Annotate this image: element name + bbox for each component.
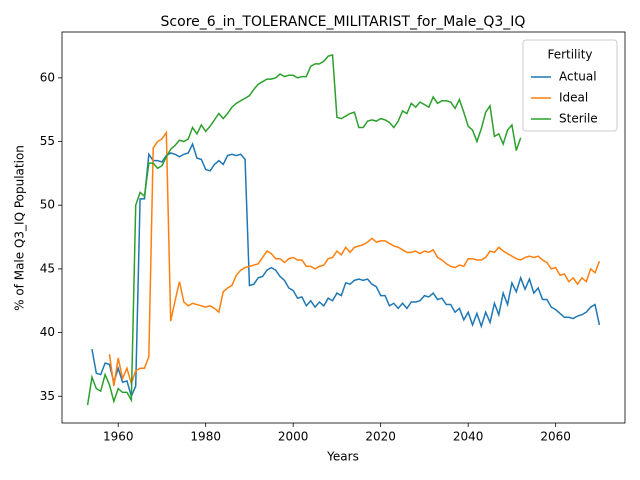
series-line [108,130,601,387]
x-tick-label: 1980 [190,430,221,444]
y-tick-label: 50 [40,198,55,212]
y-tick-label: 40 [40,325,55,339]
x-tick-label: 2040 [453,430,484,444]
y-tick-label: 55 [40,134,55,148]
y-tick-label: 35 [40,389,55,403]
x-axis-label: Years [326,450,359,464]
y-axis-label: % of Male Q3_IQ Population [13,145,27,311]
series-line [91,142,601,399]
y-tick-label: 45 [40,261,55,275]
legend-title: Fertility [547,48,592,62]
legend-label: Sterile [559,112,598,126]
plot-frame [61,31,626,424]
legend-label: Actual [559,70,597,84]
series-line [86,53,522,406]
legend-label: Ideal [559,91,588,105]
x-tick-label: 2060 [540,430,571,444]
x-tick-label: 2000 [278,430,309,444]
x-tick-label: 1960 [103,430,134,444]
x-tick-label: 2020 [365,430,396,444]
chart-title: Score_6_in_TOLERANCE_MILITARIST_for_Male… [161,14,526,30]
y-tick-label: 60 [40,70,55,84]
legend-box [522,39,618,132]
